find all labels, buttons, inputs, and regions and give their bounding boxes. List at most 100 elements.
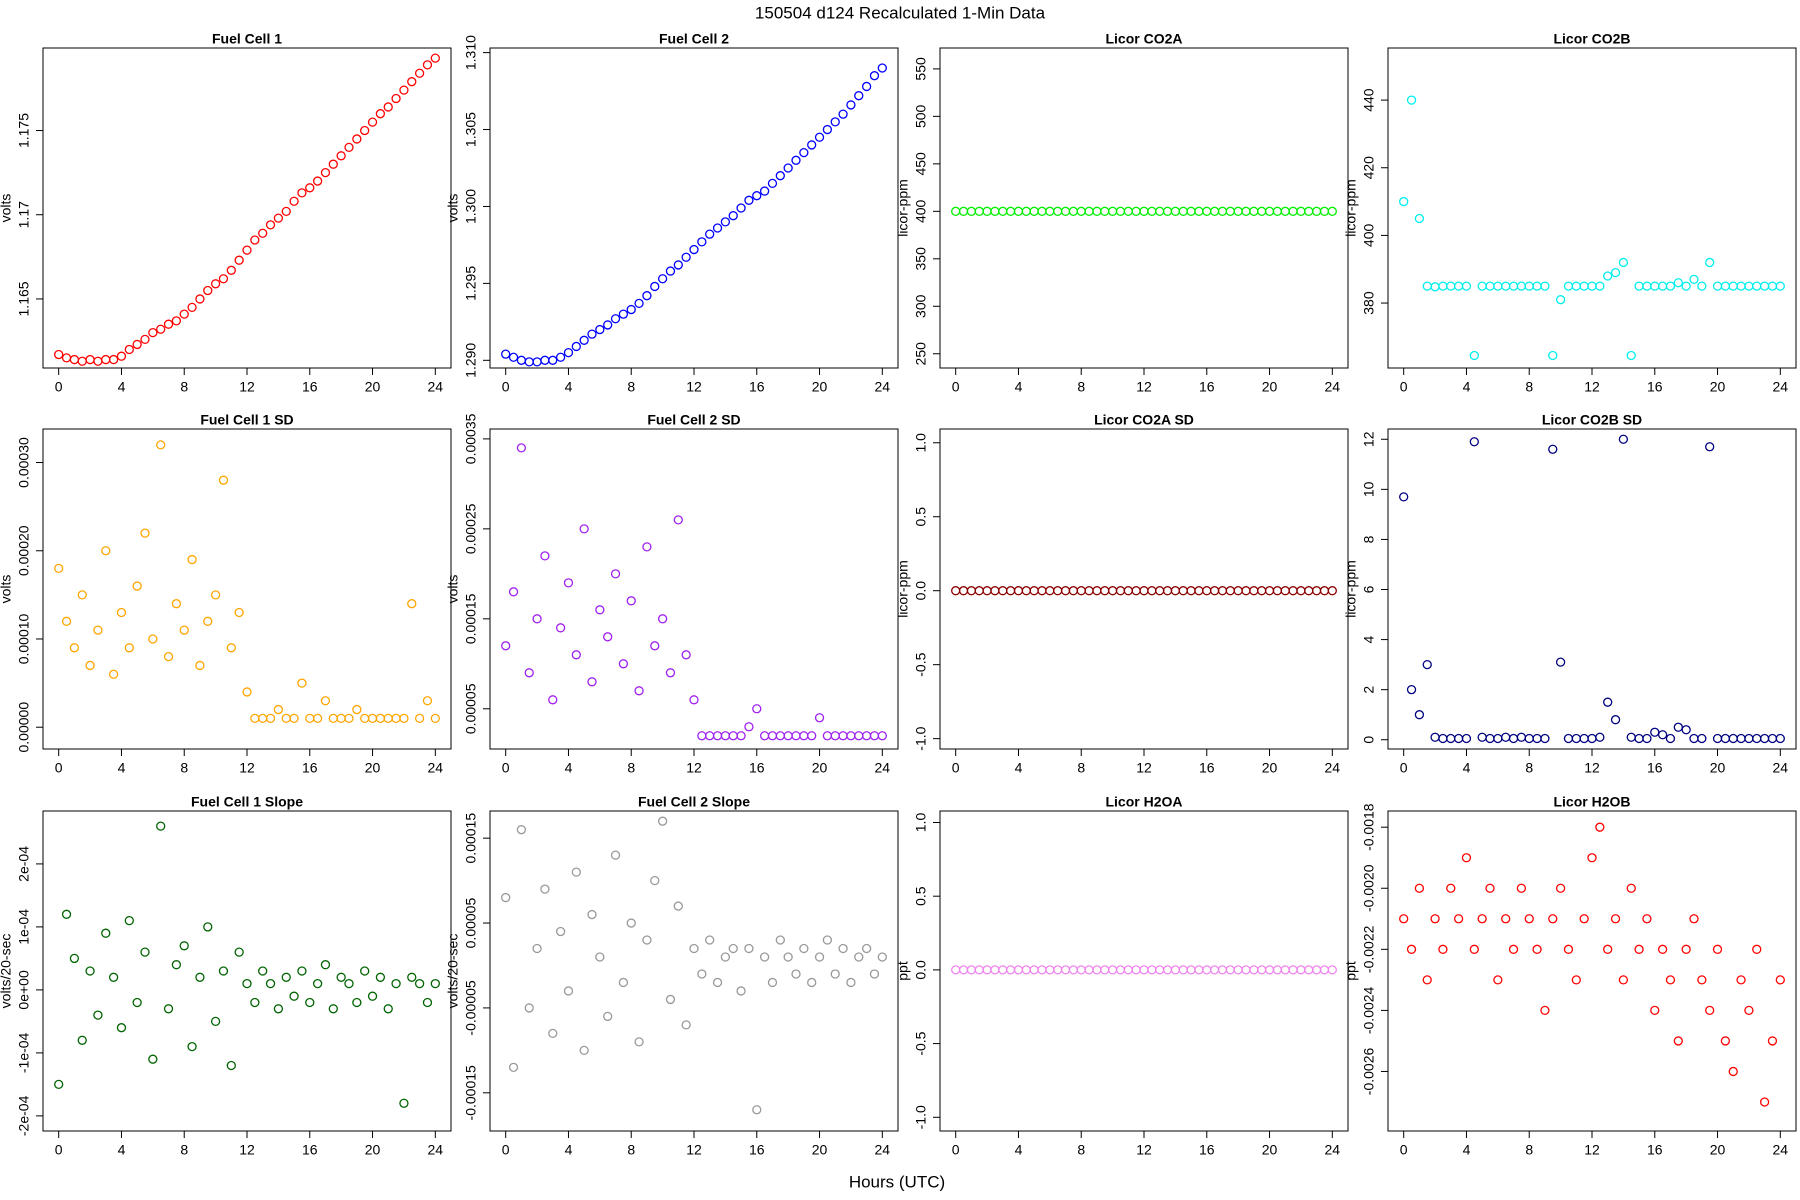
data-point xyxy=(1068,586,1079,596)
x-tick-label: 8 xyxy=(1077,1142,1085,1158)
data-point xyxy=(1178,206,1188,216)
data-point xyxy=(603,320,613,330)
data-point xyxy=(1469,437,1479,447)
data-point xyxy=(532,943,542,954)
data-point xyxy=(650,875,660,886)
data-point xyxy=(399,1098,409,1108)
data-point xyxy=(1469,350,1479,361)
data-point xyxy=(998,206,1008,216)
x-tick-label: 16 xyxy=(749,760,765,776)
data-point xyxy=(375,972,386,982)
data-point xyxy=(1650,727,1660,737)
data-point xyxy=(1532,733,1542,744)
y-tick-label: 4 xyxy=(1361,635,1377,643)
data-point xyxy=(273,1004,284,1014)
data-point xyxy=(218,274,229,284)
y-tick-label: -1.0 xyxy=(913,1105,929,1129)
data-point xyxy=(610,850,621,860)
data-point xyxy=(1194,206,1204,216)
x-tick-label: 4 xyxy=(118,1142,126,1158)
y-tick-label: 0.0 xyxy=(913,581,929,601)
plot-frame xyxy=(489,428,899,750)
data-point xyxy=(571,341,581,352)
x-tick-label: 8 xyxy=(627,760,635,776)
data-point xyxy=(799,943,809,954)
data-point xyxy=(951,965,961,975)
data-point xyxy=(320,960,331,970)
data-point xyxy=(367,991,378,1001)
data-point xyxy=(681,650,691,660)
y-axis-label: licor-ppm xyxy=(1343,560,1359,618)
data-point xyxy=(1115,965,1126,975)
data-point xyxy=(1053,206,1063,216)
x-tick-label: 16 xyxy=(1647,379,1663,395)
data-point xyxy=(265,220,276,230)
chart-title: Licor H2OB xyxy=(1553,794,1630,810)
data-point xyxy=(712,223,723,233)
data-point xyxy=(657,816,668,826)
x-tick-label: 24 xyxy=(1773,379,1789,395)
data-point xyxy=(203,285,213,296)
data-point xyxy=(1076,586,1086,596)
data-point xyxy=(1422,975,1432,985)
data-point xyxy=(1485,281,1495,291)
data-point xyxy=(1147,586,1157,596)
data-point xyxy=(1485,733,1495,744)
data-point xyxy=(1060,586,1071,596)
chart-title: Fuel Cell 1 SD xyxy=(200,412,293,428)
data-point xyxy=(242,978,252,989)
data-point xyxy=(1162,206,1173,216)
data-point xyxy=(861,81,872,92)
x-tick-label: 8 xyxy=(627,379,635,395)
data-point xyxy=(375,713,386,724)
data-point xyxy=(822,124,833,135)
data-point xyxy=(116,351,127,361)
x-tick-label: 24 xyxy=(1773,760,1789,776)
data-point xyxy=(1311,206,1322,216)
data-point xyxy=(1642,733,1652,744)
data-point xyxy=(1319,965,1330,975)
chart-title: Licor CO2A xyxy=(1105,31,1182,47)
data-point xyxy=(1524,733,1534,744)
data-point xyxy=(1233,965,1243,975)
data-point xyxy=(69,643,80,653)
x-tick-label: 20 xyxy=(365,760,381,776)
data-point xyxy=(140,528,150,538)
data-point xyxy=(1689,733,1699,744)
data-point xyxy=(990,965,1000,975)
data-point xyxy=(1076,206,1086,216)
data-point xyxy=(1524,281,1534,291)
data-point xyxy=(1665,733,1676,744)
data-point xyxy=(1194,586,1204,596)
data-point xyxy=(187,302,197,313)
data-point xyxy=(1650,1005,1660,1016)
data-point xyxy=(1673,722,1683,732)
data-point xyxy=(783,952,793,962)
x-tick-label: 12 xyxy=(1136,379,1152,395)
y-tick-label: -0.0022 xyxy=(1361,925,1377,973)
data-point xyxy=(281,713,291,724)
x-tick-label: 12 xyxy=(1136,760,1152,776)
data-point xyxy=(642,291,652,301)
data-point xyxy=(1155,206,1165,216)
data-point xyxy=(312,978,323,989)
data-point xyxy=(1264,965,1275,975)
x-tick-label: 12 xyxy=(1584,379,1600,395)
data-point xyxy=(352,134,362,144)
data-point xyxy=(524,668,534,678)
data-point xyxy=(305,713,315,724)
data-point xyxy=(966,206,977,216)
data-point xyxy=(1516,732,1527,742)
data-point xyxy=(156,440,166,450)
x-tick-label: 0 xyxy=(55,760,63,776)
data-point xyxy=(85,966,95,976)
data-point xyxy=(77,590,87,600)
data-point xyxy=(1587,281,1597,291)
data-point xyxy=(681,252,691,262)
data-point xyxy=(516,355,527,365)
x-tick-label: 20 xyxy=(812,1142,828,1158)
x-tick-label: 4 xyxy=(1463,760,1471,776)
data-point xyxy=(548,1028,558,1039)
data-point xyxy=(171,599,182,609)
data-point xyxy=(422,696,433,706)
